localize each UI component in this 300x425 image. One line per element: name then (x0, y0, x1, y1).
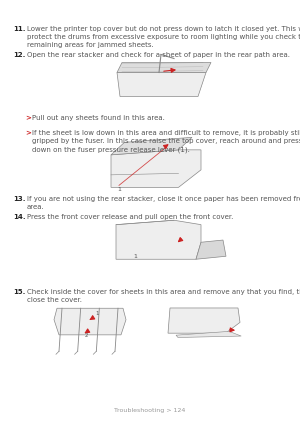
Text: 14.: 14. (13, 214, 26, 220)
Polygon shape (111, 137, 192, 155)
Text: If you are not using the rear stacker, close it once paper has been removed from: If you are not using the rear stacker, c… (27, 196, 300, 210)
Polygon shape (116, 220, 201, 259)
Text: 13.: 13. (13, 196, 26, 202)
Text: Troubleshooting > 124: Troubleshooting > 124 (114, 408, 186, 413)
Text: 15.: 15. (13, 289, 26, 295)
Polygon shape (117, 62, 211, 73)
Polygon shape (196, 240, 226, 259)
Text: 11.: 11. (13, 26, 26, 31)
Text: 1: 1 (134, 254, 137, 259)
Text: 1: 1 (117, 187, 121, 193)
Text: >: > (25, 130, 31, 136)
Text: >: > (25, 115, 31, 121)
Text: 12.: 12. (13, 52, 26, 58)
Text: If the sheet is low down in this area and difficult to remove, it is probably st: If the sheet is low down in this area an… (32, 130, 300, 153)
Polygon shape (168, 308, 240, 333)
Text: Pull out any sheets found in this area.: Pull out any sheets found in this area. (32, 115, 165, 121)
Text: Press the front cover release and pull open the front cover.: Press the front cover release and pull o… (27, 214, 233, 220)
Polygon shape (176, 332, 241, 337)
Polygon shape (117, 73, 206, 96)
Text: Check inside the cover for sheets in this area and remove any that you find, the: Check inside the cover for sheets in thi… (27, 289, 300, 303)
Text: 2: 2 (85, 333, 88, 338)
Text: Open the rear stacker and check for a sheet of paper in the rear path area.: Open the rear stacker and check for a sh… (27, 52, 290, 58)
Polygon shape (111, 150, 201, 187)
Text: 1: 1 (95, 311, 98, 316)
Text: Lower the printer top cover but do not press down to latch it closed yet. This w: Lower the printer top cover but do not p… (27, 26, 300, 48)
Polygon shape (54, 308, 126, 335)
